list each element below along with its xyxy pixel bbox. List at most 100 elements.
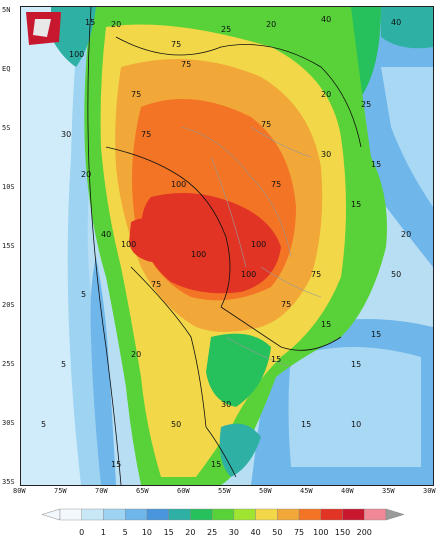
- colorbar-tick-label: 200: [357, 528, 372, 537]
- longitude-label: 65W: [136, 487, 149, 495]
- contour-value-label: 75: [261, 120, 271, 129]
- contour-value-label: 75: [181, 60, 191, 69]
- colorbar-tick-label: 15: [164, 528, 174, 537]
- colorbar-tick-label: 5: [123, 528, 128, 537]
- contour-value-label: 20: [401, 230, 411, 239]
- longitude-label: 60W: [177, 487, 190, 495]
- colorbar-swatch: [277, 508, 300, 521]
- colorbar-tick-label: 25: [207, 528, 217, 537]
- contour-value-label: 100: [191, 250, 206, 259]
- contour-value-label: 15: [301, 420, 311, 429]
- contour-value-label: 100: [251, 240, 266, 249]
- contour-value-label: 50: [391, 270, 401, 279]
- contour-value-label: 5: [41, 420, 46, 429]
- contour-value-label: 100: [171, 180, 186, 189]
- contour-value-label: 30: [221, 400, 231, 409]
- contour-value-label: 20: [321, 90, 331, 99]
- latitude-label: 35S: [2, 478, 15, 486]
- colorbar-swatch: [342, 508, 365, 521]
- colorbar-tick-label: 10: [142, 528, 152, 537]
- colorbar-tick-label: 1: [101, 528, 106, 537]
- longitude-label: 80W: [13, 487, 26, 495]
- colorbar-tick-label: 75: [294, 528, 304, 537]
- contour-value-label: 15: [111, 460, 121, 469]
- latitude-label: 10S: [2, 183, 15, 191]
- longitude-label: 35W: [382, 487, 395, 495]
- contour-value-label: 20: [131, 350, 141, 359]
- colorbar-swatch: [81, 508, 104, 521]
- colorbar-tick-label: 30: [229, 528, 239, 537]
- colorbar-max-arrow: [385, 508, 404, 521]
- colorbar-tick-label: 20: [185, 528, 195, 537]
- contour-value-label: 75: [151, 280, 161, 289]
- colorbar-swatch: [124, 508, 148, 521]
- colorbar-tick-label: 150: [335, 528, 350, 537]
- country-borders: [87, 7, 362, 485]
- contour-value-label: 5: [61, 360, 66, 369]
- colorbar-swatch: [211, 508, 235, 521]
- state-borders: [180, 126, 322, 368]
- contour-value-label: 25: [221, 25, 231, 34]
- contour-value-label: 75: [271, 180, 281, 189]
- latitude-label: 5N: [2, 6, 11, 14]
- contour-value-label: 75: [311, 270, 321, 279]
- colorbar-tick-label: 0: [79, 528, 84, 537]
- precipitation-map: 15 20 75 25 20 40 40 100 75 75 20 25 30 75 75 30 15 20 100…: [20, 6, 434, 486]
- colorbar-swatch: [233, 508, 256, 521]
- contour-value-label: 20: [266, 20, 276, 29]
- contour-value-label: 20: [111, 20, 121, 29]
- contour-value-label: 15: [371, 160, 381, 169]
- contour-value-label: 40: [391, 18, 401, 27]
- contour-value-label: 15: [351, 360, 361, 369]
- contour-value-label: 40: [101, 230, 111, 239]
- longitude-label: 30W: [423, 487, 436, 495]
- longitude-label: 55W: [218, 487, 231, 495]
- contour-value-label: 30: [321, 150, 331, 159]
- contour-value-label: 50: [171, 420, 181, 429]
- contour-value-label: 5: [81, 290, 86, 299]
- latitude-label: 15S: [2, 242, 15, 250]
- contour-value-label: 30: [61, 130, 71, 139]
- contour-labels: 15 20 75 25 20 40 40 100 75 75 20 25 30 75 75 30 15 20 100…: [41, 15, 411, 469]
- colorbar-swatch: [255, 508, 278, 521]
- contour-value-label: 20: [81, 170, 91, 179]
- contour-value-label: 100: [121, 240, 136, 249]
- latitude-label: EQ: [2, 65, 11, 73]
- contour-value-label: 100: [69, 50, 84, 59]
- latitude-label: 25S: [2, 360, 15, 368]
- longitude-label: 40W: [341, 487, 354, 495]
- contour-value-label: 10: [351, 420, 361, 429]
- contour-value-label: 75: [131, 90, 141, 99]
- contour-value-label: 25: [361, 100, 371, 109]
- colorbar-swatch: [320, 508, 343, 521]
- colorbar-swatch: [298, 508, 322, 521]
- longitude-label: 50W: [259, 487, 272, 495]
- contour-value-label: 75: [171, 40, 181, 49]
- contour-value-label: 100: [241, 270, 256, 279]
- colorbar-swatch: [168, 508, 191, 521]
- precipitation-colorbar: 0 1 5 10 15 20 25 30 40 50 75 100 150 200: [42, 508, 404, 537]
- colorbar-swatch: [190, 508, 213, 521]
- latitude-label: 30S: [2, 419, 15, 427]
- contour-value-label: 75: [141, 130, 151, 139]
- contour-value-label: 75: [281, 300, 291, 309]
- latitude-label: 5S: [2, 124, 11, 132]
- longitude-label: 75W: [54, 487, 67, 495]
- contour-value-label: 15: [351, 200, 361, 209]
- colorbar-tick-label: 50: [272, 528, 282, 537]
- contour-value-label: 15: [321, 320, 331, 329]
- contour-value-label: 15: [271, 355, 281, 364]
- colorbar-tick-label: 100: [313, 528, 328, 537]
- contour-value-label: 40: [321, 15, 331, 24]
- contour-value-label: 15: [371, 330, 381, 339]
- map-canvas: 15 20 75 25 20 40 40 100 75 75 20 25 30 75 75 30 15 20 100…: [21, 7, 433, 485]
- colorbar-tick-label: 40: [251, 528, 261, 537]
- colorbar-min-arrow: [42, 508, 61, 521]
- colorbar-swatch: [146, 508, 169, 521]
- colorbar-swatch: [364, 508, 387, 521]
- contour-value-label: 15: [85, 18, 95, 27]
- longitude-label: 70W: [95, 487, 108, 495]
- colorbar-swatch: [59, 508, 82, 521]
- contour-value-label: 15: [211, 460, 221, 469]
- colorbar-swatch: [103, 508, 126, 521]
